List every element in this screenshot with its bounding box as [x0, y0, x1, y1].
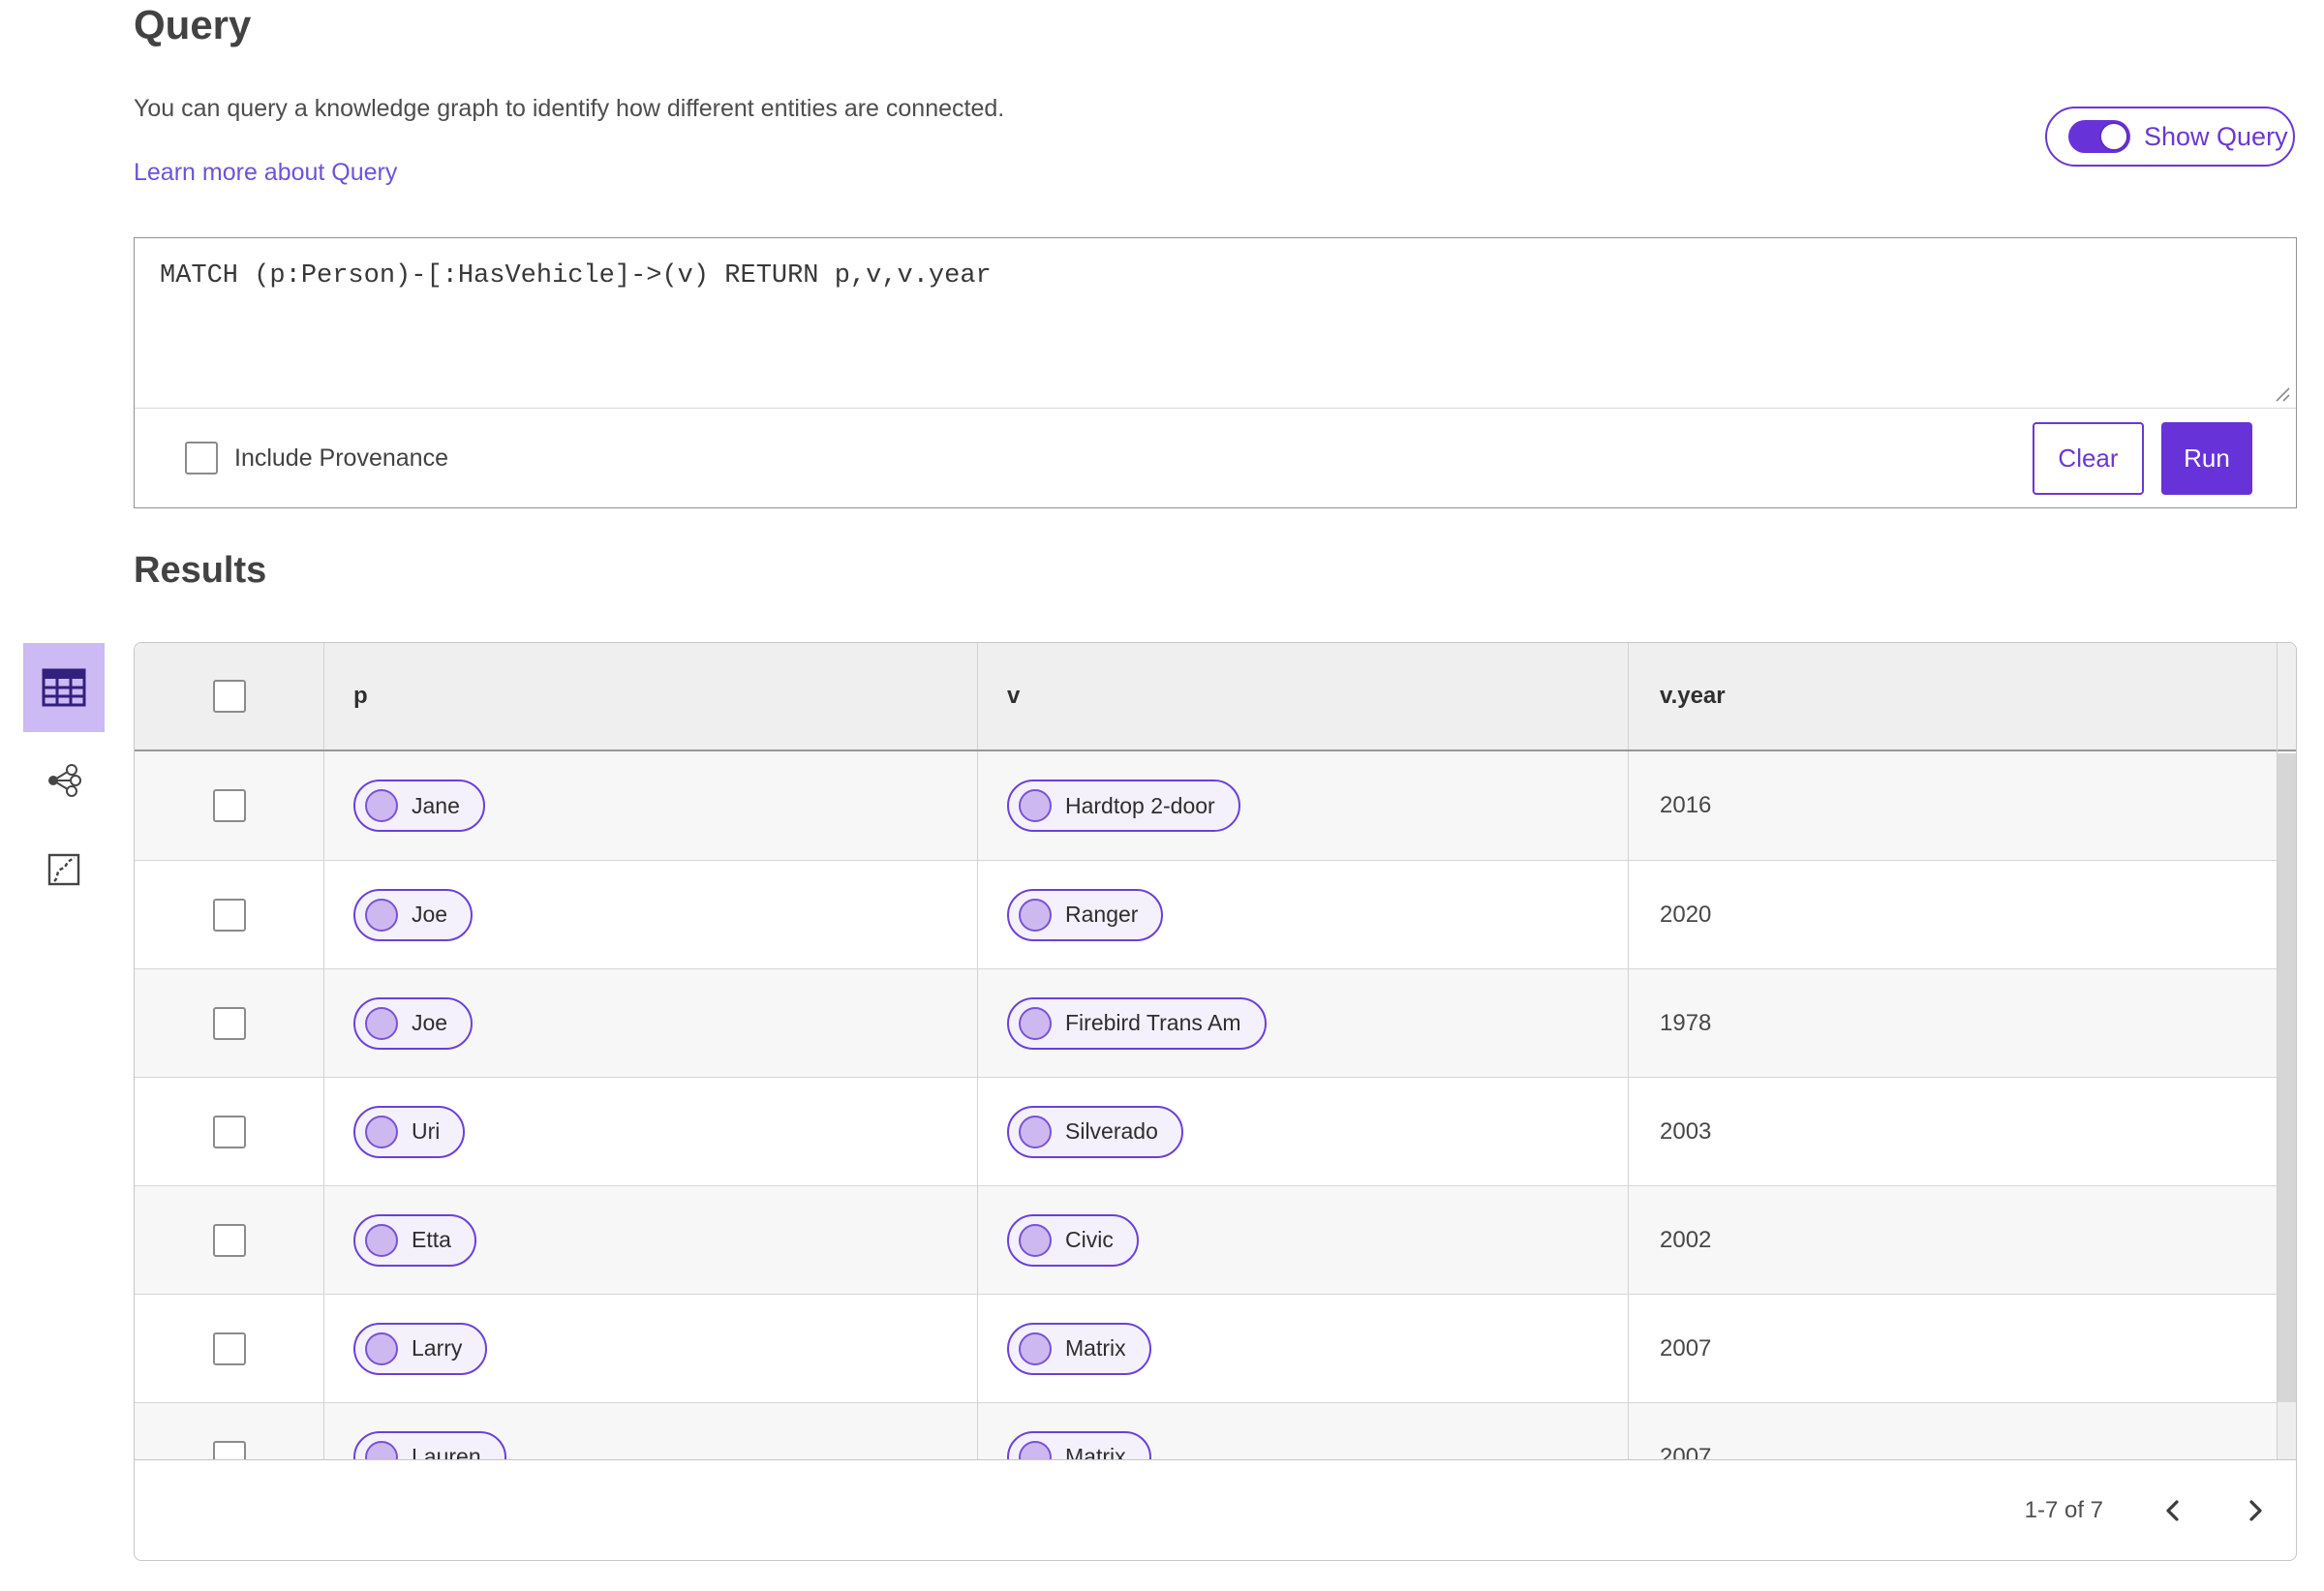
row-checkbox[interactable] [212, 1331, 246, 1365]
entity-pill-p[interactable]: Uri [353, 1105, 466, 1158]
entity-label-p: Uri [412, 1118, 441, 1144]
entity-label-v: Civic [1065, 1227, 1114, 1252]
include-provenance-option[interactable]: Include Provenance [185, 442, 448, 474]
entity-label-p: Etta [412, 1227, 451, 1252]
entity-label-v: Matrix [1065, 1335, 1126, 1361]
table-row: Etta Civic 2002 [135, 1185, 2296, 1294]
node-icon [365, 1223, 398, 1257]
table-row: Larry Matrix 2007 [135, 1294, 2296, 1402]
row-checkbox[interactable] [212, 898, 246, 932]
table-row: Joe Ranger 2020 [135, 860, 2296, 968]
view-tile-map[interactable] [23, 850, 105, 889]
entity-pill-v[interactable]: Ranger [1007, 888, 1164, 941]
query-editor-box: MATCH (p:Person)-[:HasVehicle]->(v) RETU… [134, 237, 2297, 508]
row-checkbox[interactable] [212, 1115, 246, 1148]
row-checkbox[interactable] [212, 1006, 246, 1040]
page-description: You can query a knowledge graph to ident… [134, 95, 1005, 122]
row-checkbox[interactable] [212, 789, 246, 822]
previous-page-button[interactable] [2154, 1491, 2192, 1530]
entity-pill-p[interactable]: Larry [353, 1322, 488, 1375]
year-value: 2007 [1660, 1334, 1712, 1362]
show-query-toggle[interactable]: Show Query [2045, 107, 2295, 167]
toggle-track-icon[interactable] [2068, 120, 2130, 153]
view-tile-table[interactable] [23, 643, 105, 732]
node-icon [365, 898, 398, 932]
table-row: Joe Firebird Trans Am 1978 [135, 968, 2296, 1077]
editor-divider [135, 408, 2296, 409]
route-map-icon [46, 852, 81, 887]
entity-pill-p[interactable]: Joe [353, 996, 474, 1050]
header-scroll-corner [2277, 643, 2296, 753]
query-toolbar: Include Provenance Clear Run [135, 409, 2296, 507]
year-value: 2003 [1660, 1117, 1712, 1145]
share-network-icon [45, 761, 83, 800]
entity-label-p: Joe [412, 1010, 448, 1035]
show-query-label: Show Query [2144, 121, 2288, 151]
year-value: 2002 [1660, 1226, 1712, 1253]
node-icon [365, 1006, 398, 1040]
results-title: Results [134, 550, 267, 591]
entity-label-p: Jane [412, 792, 460, 818]
entity-label-v: Ranger [1065, 902, 1139, 927]
entity-pill-v[interactable]: Civic [1007, 1213, 1139, 1267]
scrollbar-thumb[interactable] [2278, 753, 2296, 1402]
view-tile-graph[interactable] [23, 761, 105, 800]
pagination-range-label: 1-7 of 7 [2024, 1496, 2103, 1523]
row-checkbox[interactable] [212, 1223, 246, 1257]
results-table: p v v.year Jane Hardtop 2-door 2016 Joe [134, 642, 2297, 1561]
entity-pill-p[interactable]: Joe [353, 888, 474, 941]
next-page-button[interactable] [2236, 1491, 2275, 1530]
node-icon [1019, 1223, 1052, 1257]
year-value: 2020 [1660, 901, 1712, 928]
entity-pill-p[interactable]: Etta [353, 1213, 476, 1267]
entity-pill-v[interactable]: Matrix [1007, 1322, 1151, 1375]
run-button[interactable]: Run [2161, 421, 2252, 495]
clear-button[interactable]: Clear [2033, 421, 2144, 495]
table-row: Uri Silverado 2003 [135, 1077, 2296, 1185]
table-scrollbar[interactable] [2277, 753, 2296, 1459]
entity-pill-v[interactable]: Hardtop 2-door [1007, 780, 1240, 832]
entity-pill-v[interactable]: Firebird Trans Am [1007, 996, 1267, 1050]
toggle-knob-icon [2099, 122, 2128, 151]
entity-label-v: Silverado [1065, 1118, 1158, 1144]
node-icon [1019, 1115, 1052, 1148]
node-icon [1019, 898, 1052, 932]
entity-pill-v[interactable]: Silverado [1007, 1105, 1183, 1158]
entity-label-v: Hardtop 2-door [1065, 792, 1215, 818]
table-icon [42, 668, 86, 707]
node-icon [1019, 1006, 1052, 1040]
resize-gripper-icon[interactable] [2272, 383, 2291, 403]
include-provenance-checkbox[interactable] [185, 442, 218, 474]
node-icon [1019, 1331, 1052, 1365]
pagination-bar: 1-7 of 7 [135, 1459, 2296, 1560]
query-input[interactable]: MATCH (p:Person)-[:HasVehicle]->(v) RETU… [135, 238, 2296, 407]
results-view-switcher [23, 643, 105, 889]
table-header-row: p v v.year [135, 643, 2296, 751]
entity-label-p: Joe [412, 902, 448, 927]
select-all-checkbox[interactable] [212, 680, 246, 713]
toolbar-buttons: Clear Run [2033, 421, 2252, 495]
column-header-v[interactable]: v [1007, 683, 1021, 709]
column-header-p[interactable]: p [353, 683, 368, 709]
column-header-v-year[interactable]: v.year [1660, 683, 1726, 709]
table-row: Jane Hardtop 2-door 2016 [135, 751, 2296, 860]
entity-pill-p[interactable]: Jane [353, 780, 485, 832]
learn-more-link[interactable]: Learn more about Query [134, 159, 398, 186]
page-title: Query [134, 2, 252, 47]
entity-label-p: Larry [412, 1335, 463, 1361]
entity-label-v: Firebird Trans Am [1065, 1010, 1241, 1035]
table-body: Jane Hardtop 2-door 2016 Joe Ranger 2020 [135, 751, 2296, 1511]
node-icon [365, 1115, 398, 1148]
include-provenance-label: Include Provenance [234, 444, 448, 472]
year-value: 2016 [1660, 792, 1712, 818]
node-icon [365, 789, 398, 822]
year-value: 1978 [1660, 1009, 1712, 1036]
node-icon [365, 1331, 398, 1365]
node-icon [1019, 789, 1052, 822]
